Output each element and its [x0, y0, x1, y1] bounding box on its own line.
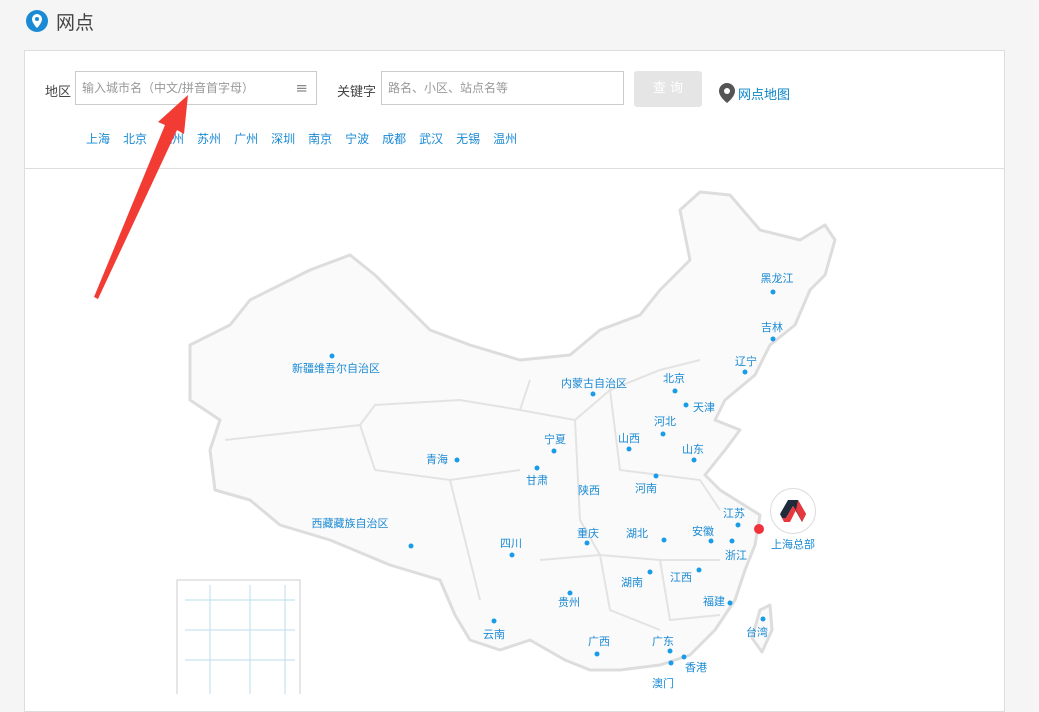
- province-label[interactable]: 北京: [663, 372, 685, 385]
- query-button[interactable]: 查 询: [634, 71, 702, 107]
- province-label[interactable]: 陕西: [578, 484, 600, 497]
- province-dot[interactable]: [660, 431, 666, 437]
- province-label[interactable]: 四川: [500, 537, 522, 550]
- keyword-label: 关键字: [337, 85, 377, 100]
- province-dot[interactable]: [551, 448, 557, 454]
- province-dot[interactable]: [667, 648, 673, 654]
- menu-icon[interactable]: ≡: [295, 79, 308, 97]
- province-dot[interactable]: [408, 543, 414, 549]
- search-bar: 地区 输入城市名（中文/拼音首字母） ≡ 关键字 路名、小区、站点名等 查 询 网…: [25, 51, 1004, 169]
- province-dot[interactable]: [681, 654, 687, 660]
- province-dot[interactable]: [683, 402, 689, 408]
- city-link[interactable]: 广州: [234, 132, 259, 146]
- page-title: 网点: [56, 12, 95, 34]
- province-dot[interactable]: [329, 353, 335, 359]
- province-label[interactable]: 澳门: [652, 677, 674, 690]
- location-pin-icon: [26, 9, 48, 32]
- province-label[interactable]: 浙江: [725, 549, 747, 562]
- city-link[interactable]: 武汉: [419, 132, 444, 146]
- province-dot[interactable]: [691, 457, 697, 463]
- province-label[interactable]: 黑龙江: [760, 272, 794, 285]
- province-label[interactable]: 安徽: [692, 525, 714, 538]
- province-label[interactable]: 西藏藏族自治区: [311, 517, 389, 530]
- province-dot[interactable]: [760, 616, 766, 622]
- province-dot[interactable]: [594, 651, 600, 657]
- city-link[interactable]: 深圳: [271, 132, 296, 146]
- city-link[interactable]: 北京: [123, 132, 148, 146]
- province-dot[interactable]: [672, 388, 678, 394]
- outlet-map-label: 网点地图: [738, 87, 791, 103]
- outlet-map-link[interactable]: 网点地图: [719, 83, 790, 103]
- province-dot[interactable]: [653, 473, 659, 479]
- province-dot[interactable]: [647, 569, 653, 575]
- city-link[interactable]: 南京: [308, 132, 333, 146]
- annotation-arrow: [94, 95, 188, 299]
- province-dot[interactable]: [727, 600, 733, 606]
- province-dot[interactable]: [668, 660, 674, 666]
- headquarters-label[interactable]: 上海总部: [771, 538, 815, 551]
- keyword-input[interactable]: 路名、小区、站点名等: [381, 71, 624, 105]
- region-label: 地区: [45, 85, 72, 100]
- province-label[interactable]: 山东: [682, 443, 704, 456]
- province-dot[interactable]: [626, 446, 632, 452]
- city-link[interactable]: 无锡: [456, 132, 481, 146]
- headquarters-logo[interactable]: [770, 488, 816, 534]
- province-label[interactable]: 贵州: [558, 596, 580, 609]
- province-dot[interactable]: [567, 590, 573, 596]
- province-label[interactable]: 河南: [635, 482, 657, 495]
- province-dot[interactable]: [590, 391, 596, 397]
- province-dot[interactable]: [534, 465, 540, 471]
- province-label[interactable]: 新疆维吾尔自治区: [292, 362, 380, 375]
- company-logo-icon: [780, 500, 806, 522]
- province-dot[interactable]: [454, 457, 460, 463]
- province-label[interactable]: 云南: [483, 628, 505, 641]
- province-label[interactable]: 福建: [703, 595, 725, 608]
- province-label[interactable]: 重庆: [577, 527, 599, 540]
- city-link[interactable]: 成都: [382, 132, 407, 146]
- province-label[interactable]: 天津: [693, 401, 715, 414]
- province-label[interactable]: 江苏: [723, 507, 745, 520]
- quick-city-links: 上海北京杭州苏州广州深圳南京宁波成都武汉无锡温州: [86, 130, 517, 147]
- province-label[interactable]: 江西: [670, 571, 692, 584]
- province-dot[interactable]: [696, 567, 702, 573]
- region-placeholder: 输入城市名（中文/拼音首字母）: [82, 81, 255, 95]
- page-header: 网点: [26, 8, 94, 35]
- city-link[interactable]: 上海: [86, 132, 111, 146]
- province-label[interactable]: 甘肃: [526, 474, 548, 487]
- province-dot[interactable]: [770, 289, 776, 295]
- city-link[interactable]: 宁波: [345, 132, 370, 146]
- province-dot[interactable]: [661, 537, 667, 543]
- headquarters-marker[interactable]: [754, 524, 764, 534]
- province-label[interactable]: 广东: [652, 635, 674, 648]
- province-label[interactable]: 青海: [426, 453, 448, 466]
- province-label[interactable]: 辽宁: [735, 355, 757, 368]
- region-input[interactable]: 输入城市名（中文/拼音首字母） ≡: [75, 71, 317, 105]
- province-dot[interactable]: [735, 522, 741, 528]
- province-dot[interactable]: [708, 538, 714, 544]
- province-label[interactable]: 香港: [685, 661, 707, 674]
- province-label[interactable]: 宁夏: [544, 433, 566, 446]
- province-dot[interactable]: [491, 618, 497, 624]
- province-dot[interactable]: [729, 538, 735, 544]
- province-label[interactable]: 湖北: [626, 527, 648, 540]
- province-label[interactable]: 山西: [618, 432, 640, 445]
- map-pin-icon: [719, 83, 735, 103]
- province-label[interactable]: 广西: [588, 635, 610, 648]
- province-label[interactable]: 河北: [654, 415, 676, 428]
- province-dot[interactable]: [584, 540, 590, 546]
- province-label[interactable]: 内蒙古自治区: [561, 377, 627, 390]
- province-label[interactable]: 台湾: [746, 626, 768, 639]
- province-label[interactable]: 湖南: [621, 576, 643, 589]
- city-link[interactable]: 温州: [493, 132, 518, 146]
- city-link[interactable]: 苏州: [197, 132, 222, 146]
- province-dot[interactable]: [770, 336, 776, 342]
- province-label[interactable]: 吉林: [761, 321, 783, 334]
- province-dot[interactable]: [742, 369, 748, 375]
- province-dot[interactable]: [509, 552, 515, 558]
